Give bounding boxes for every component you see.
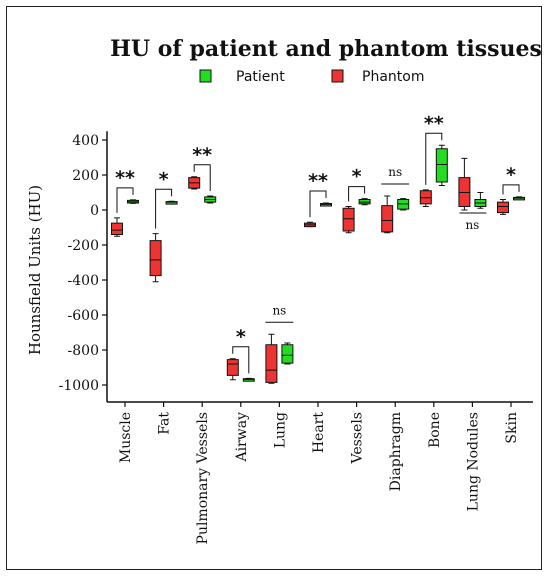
- y-tick-label: 400: [72, 133, 99, 149]
- significance-bracket-fat: [155, 188, 173, 229]
- patient-bone-box: [435, 148, 448, 183]
- y-tick-label: -200: [68, 238, 99, 254]
- significance-label-lung: ns: [272, 303, 286, 317]
- y-tick-label: -400: [68, 273, 99, 289]
- y-axis-label: Hounsfield Units (HU): [26, 185, 44, 355]
- x-tick-label-lung-nodules: Lung Nodules: [465, 412, 481, 511]
- significance-label-lung-nodules: ns: [465, 218, 479, 232]
- significance-bracket-vessels: [348, 186, 366, 202]
- phantom-airway-box: [226, 359, 239, 376]
- significance-bracket-heart: [309, 190, 327, 218]
- significance-bracket-airway: [232, 346, 250, 374]
- x-tick-label-skin: Skin: [504, 412, 520, 444]
- significance-label-diaphragm: ns: [388, 165, 402, 179]
- significance-label-vessels: *: [352, 166, 362, 188]
- phantom-muscle-box: [111, 222, 123, 235]
- y-tick-label: -800: [68, 343, 99, 359]
- significance-bracket-muscle: [116, 187, 134, 213]
- significance-bracket-skin: [502, 184, 520, 195]
- chart-title: HU of patient and phantom tissues: [110, 36, 542, 62]
- phantom-lung-box: [265, 344, 278, 383]
- x-tick-label-bone: Bone: [427, 412, 443, 448]
- significance-label-muscle: **: [115, 167, 135, 189]
- y-tick-label: 0: [90, 203, 99, 219]
- significance-label-bone: **: [424, 112, 444, 134]
- patient-airway-box: [242, 378, 255, 382]
- plot-area: 4002000-200-400-600-800-1000Muscle**Fat*…: [59, 112, 533, 544]
- legend: Patient Phantom: [199, 69, 424, 85]
- x-tick-label-fat: Fat: [157, 412, 173, 435]
- x-tick-label-airway: Airway: [234, 412, 250, 463]
- significance-bracket-bone: [425, 132, 443, 185]
- patient-lung-box: [281, 344, 294, 364]
- legend-label-patient: Patient: [236, 69, 285, 85]
- phantom-skin-box: [497, 201, 509, 214]
- legend-swatch-phantom: [331, 69, 344, 83]
- significance-label-fat: *: [159, 168, 169, 190]
- significance-label-pulmonary-vessels: **: [192, 144, 212, 166]
- x-tick-label-lung: Lung: [272, 412, 288, 448]
- y-tick-label: -1000: [59, 378, 99, 394]
- legend-swatch-patient: [199, 69, 212, 83]
- y-tick-label: 200: [72, 168, 99, 184]
- patient-fat-box: [165, 201, 178, 205]
- significance-label-airway: *: [236, 326, 246, 348]
- phantom-diaphragm-box: [381, 205, 394, 233]
- phantom-fat-box: [149, 240, 162, 277]
- patient-skin-box: [513, 196, 525, 201]
- y-tick-label: -600: [68, 308, 99, 324]
- significance-label-skin: *: [506, 164, 516, 186]
- significance-bracket-pulmonary-vessels: [193, 164, 211, 191]
- phantom-vessels-box: [342, 207, 355, 232]
- x-tick-label-vessels: Vessels: [350, 412, 366, 464]
- x-tick-label-pulmonary-vessels: Pulmonary Vessels: [195, 412, 211, 544]
- x-tick-label-diaphragm: Diaphragm: [388, 412, 404, 491]
- x-tick-label-muscle: Muscle: [118, 412, 134, 463]
- figure-frame: [6, 6, 542, 570]
- x-tick-label-heart: Heart: [311, 412, 327, 454]
- legend-label-phantom: Phantom: [362, 69, 424, 85]
- significance-label-heart: **: [308, 170, 328, 192]
